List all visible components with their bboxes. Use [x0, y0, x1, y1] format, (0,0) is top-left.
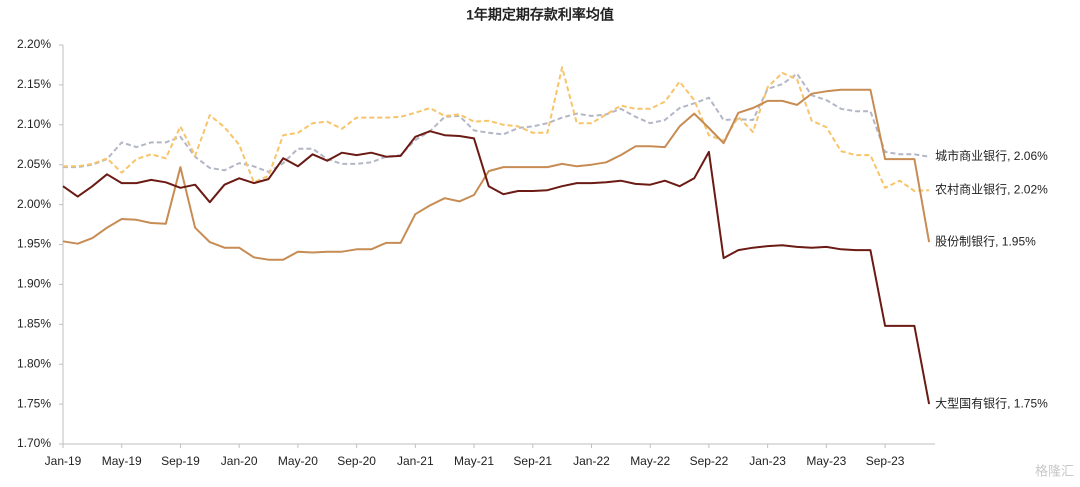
series-label: 农村商业银行, 2.02%: [935, 181, 1048, 196]
x-tick-label: May-20: [278, 454, 318, 468]
y-tick-label: 2.00%: [17, 197, 51, 211]
series-line: [62, 130, 931, 405]
y-tick-label: 1.85%: [17, 316, 51, 330]
y-tick-label: 1.70%: [17, 436, 51, 450]
x-tick-label: May-22: [630, 454, 670, 468]
series-label: 股份制银行, 1.95%: [935, 234, 1036, 248]
x-tick-label: Jan-21: [397, 454, 434, 468]
series-line: [62, 88, 931, 261]
y-tick-label: 2.10%: [17, 117, 51, 131]
y-tick-label: 2.20%: [17, 37, 51, 51]
x-tick-label: Jan-23: [749, 454, 786, 468]
series-label: 大型国有银行, 1.75%: [935, 396, 1048, 410]
y-tick-label: 1.80%: [17, 356, 51, 370]
x-tick-label: May-23: [806, 454, 846, 468]
y-tick-label: 1.90%: [17, 277, 51, 291]
series-label: 城市商业银行, 2.06%: [935, 148, 1048, 163]
x-tick-label: Sep-19: [161, 454, 200, 468]
y-tick-label: 1.95%: [17, 237, 51, 251]
x-tick-label: May-21: [454, 454, 494, 468]
x-tick-label: Sep-22: [690, 454, 729, 468]
y-tick-label: 1.75%: [17, 396, 51, 410]
x-tick-label: Jan-19: [45, 454, 82, 468]
x-tick-label: May-19: [102, 454, 142, 468]
x-tick-label: Sep-21: [513, 454, 552, 468]
series-line: [63, 66, 930, 192]
watermark: 格隆汇: [1035, 463, 1074, 478]
x-tick-label: Jan-22: [573, 454, 610, 468]
x-tick-label: Jan-20: [221, 454, 258, 468]
x-tick-label: Sep-23: [866, 454, 905, 468]
x-tick-label: Sep-20: [337, 454, 376, 468]
y-tick-label: 2.15%: [17, 77, 51, 91]
series-line: [63, 72, 930, 173]
y-tick-label: 2.05%: [17, 157, 51, 171]
chart-title: 1年期定期存款利率均值: [466, 7, 614, 23]
